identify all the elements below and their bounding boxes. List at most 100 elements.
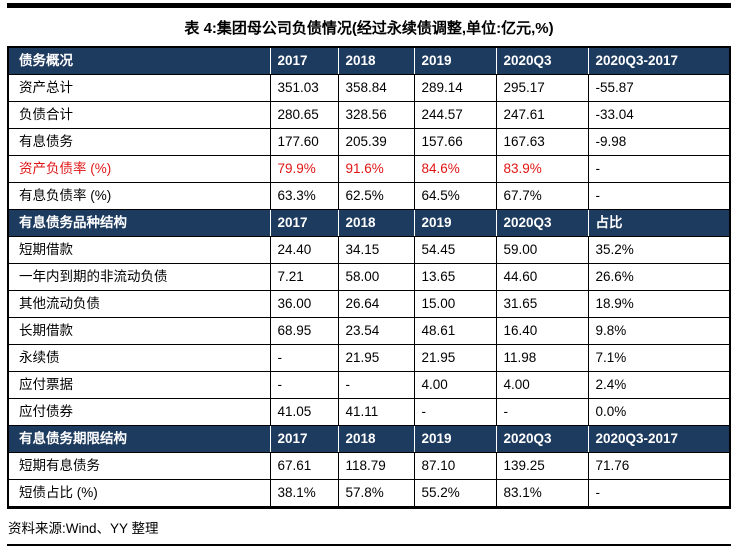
row-label: 短期有息债务 <box>7 452 271 480</box>
column-header: 2020Q3-2017 <box>587 425 731 453</box>
value-cell: 21.95 <box>413 344 497 372</box>
column-header: 2020Q3 <box>495 46 589 75</box>
row-label: 有息负债率 (%) <box>7 182 271 210</box>
value-cell: 289.14 <box>413 74 497 102</box>
value-cell: 328.56 <box>337 101 415 129</box>
value-cell: 34.15 <box>337 236 415 264</box>
value-cell: 67.61 <box>269 452 339 480</box>
value-cell: 55.2% <box>413 479 497 508</box>
section-title-cell: 有息债务品种结构 <box>7 209 271 237</box>
value-cell: 83.1% <box>495 479 589 508</box>
value-cell: 84.6% <box>413 155 497 183</box>
value-cell: 54.45 <box>413 236 497 264</box>
value-cell: 18.9% <box>587 290 731 318</box>
column-header: 2020Q3-2017 <box>587 46 731 75</box>
value-cell: 35.2% <box>587 236 731 264</box>
value-cell: 244.57 <box>413 101 497 129</box>
top-rule <box>7 3 731 8</box>
row-label: 负债合计 <box>7 101 271 129</box>
table-row: 短期有息债务 67.61 118.79 87.10 139.25 71.76 <box>7 452 731 480</box>
value-cell: 87.10 <box>413 452 497 480</box>
value-cell: 59.00 <box>495 236 589 264</box>
value-cell: - <box>587 155 731 183</box>
value-cell: - <box>587 182 731 210</box>
value-cell: 24.40 <box>269 236 339 264</box>
row-label: 资产负债率 (%) <box>7 155 271 183</box>
section-header-row: 有息债务品种结构 2017 2018 2019 2020Q3 占比 <box>7 209 731 237</box>
table-row: 长期借款 68.95 23.54 48.61 16.40 9.8% <box>7 317 731 345</box>
value-cell: 21.95 <box>337 344 415 372</box>
value-cell: 41.11 <box>337 398 415 426</box>
column-header: 2020Q3 <box>495 209 589 237</box>
debt-table: 债务概况 2017 2018 2019 2020Q3 2020Q3-2017 资… <box>7 46 731 509</box>
table-row: 有息负债率 (%) 63.3% 62.5% 64.5% 67.7% - <box>7 182 731 210</box>
value-cell: 41.05 <box>269 398 339 426</box>
table-row: 负债合计 280.65 328.56 244.57 247.61 -33.04 <box>7 101 731 129</box>
table-row: 资产总计 351.03 358.84 289.14 295.17 -55.87 <box>7 74 731 102</box>
value-cell: 118.79 <box>337 452 415 480</box>
value-cell: 4.00 <box>495 371 589 399</box>
value-cell: 38.1% <box>269 479 339 508</box>
value-cell: 68.95 <box>269 317 339 345</box>
column-header: 2019 <box>413 425 497 453</box>
row-label: 应付票据 <box>7 371 271 399</box>
column-header: 2019 <box>413 209 497 237</box>
report-page: 表 4:集团母公司负债情况(经过永续债调整,单位:亿元,%) 债务概况 2017… <box>0 3 738 546</box>
value-cell: 7.21 <box>269 263 339 291</box>
value-cell: 83.9% <box>495 155 589 183</box>
value-cell: 58.00 <box>337 263 415 291</box>
value-cell: 13.65 <box>413 263 497 291</box>
value-cell: 64.5% <box>413 182 497 210</box>
column-header: 2017 <box>269 425 339 453</box>
value-cell: 71.76 <box>587 452 731 480</box>
table-row-highlighted: 资产负债率 (%) 79.9% 91.6% 84.6% 83.9% - <box>7 155 731 183</box>
table-row: 其他流动负债 36.00 26.64 15.00 31.65 18.9% <box>7 290 731 318</box>
value-cell: - <box>495 398 589 426</box>
section-header-row: 有息债务期限结构 2017 2018 2019 2020Q3 2020Q3-20… <box>7 425 731 453</box>
value-cell: -33.04 <box>587 101 731 129</box>
value-cell: - <box>413 398 497 426</box>
value-cell: 167.63 <box>495 128 589 156</box>
table-row: 应付票据 - - 4.00 4.00 2.4% <box>7 371 731 399</box>
table-row: 永续债 - 21.95 21.95 11.98 7.1% <box>7 344 731 372</box>
value-cell: 205.39 <box>337 128 415 156</box>
row-label: 永续债 <box>7 344 271 372</box>
value-cell: 62.5% <box>337 182 415 210</box>
bottom-rule <box>7 544 731 546</box>
value-cell: 280.65 <box>269 101 339 129</box>
column-header: 2019 <box>413 46 497 75</box>
value-cell: 79.9% <box>269 155 339 183</box>
value-cell: 4.00 <box>413 371 497 399</box>
table-row: 有息债务 177.60 205.39 157.66 167.63 -9.98 <box>7 128 731 156</box>
value-cell: 67.7% <box>495 182 589 210</box>
value-cell: 15.00 <box>413 290 497 318</box>
value-cell: 9.8% <box>587 317 731 345</box>
value-cell: - <box>269 371 339 399</box>
value-cell: 57.8% <box>337 479 415 508</box>
value-cell: 16.40 <box>495 317 589 345</box>
value-cell: 139.25 <box>495 452 589 480</box>
row-label: 应付债券 <box>7 398 271 426</box>
row-label: 一年内到期的非流动负债 <box>7 263 271 291</box>
row-label: 长期借款 <box>7 317 271 345</box>
column-header: 2017 <box>269 209 339 237</box>
value-cell: 0.0% <box>587 398 731 426</box>
section-header-row: 债务概况 2017 2018 2019 2020Q3 2020Q3-2017 <box>7 46 731 75</box>
value-cell: 63.3% <box>269 182 339 210</box>
column-header: 2018 <box>337 209 415 237</box>
value-cell: 11.98 <box>495 344 589 372</box>
value-cell: 44.60 <box>495 263 589 291</box>
table-row: 一年内到期的非流动负债 7.21 58.00 13.65 44.60 26.6% <box>7 263 731 291</box>
value-cell: 36.00 <box>269 290 339 318</box>
value-cell: 48.61 <box>413 317 497 345</box>
column-header: 2017 <box>269 46 339 75</box>
row-label: 短债占比 (%) <box>7 479 271 508</box>
value-cell: 31.65 <box>495 290 589 318</box>
table-title: 表 4:集团母公司负债情况(经过永续债调整,单位:亿元,%) <box>184 20 554 37</box>
value-cell: 26.64 <box>337 290 415 318</box>
value-cell: 23.54 <box>337 317 415 345</box>
section-title-cell: 债务概况 <box>7 46 271 75</box>
source-note: 资料来源:Wind、YY 整理 <box>8 521 159 536</box>
value-cell: 26.6% <box>587 263 731 291</box>
section-title-cell: 有息债务期限结构 <box>7 425 271 453</box>
